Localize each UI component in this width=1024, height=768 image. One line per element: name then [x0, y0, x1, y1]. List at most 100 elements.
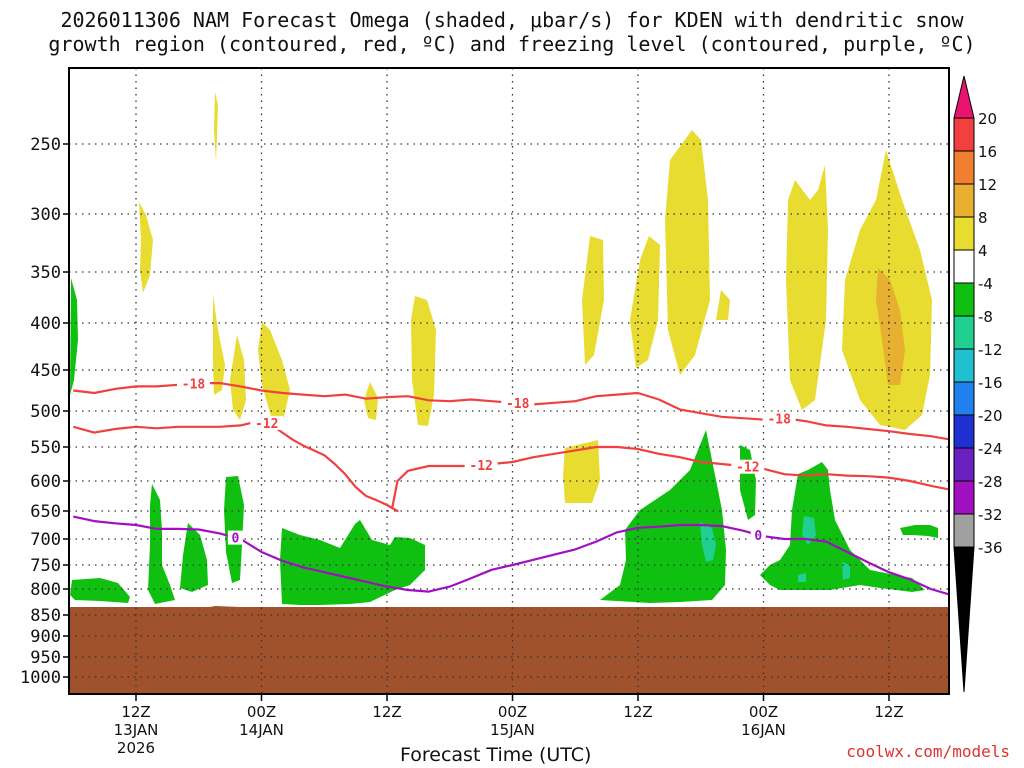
contour-label: 0: [754, 529, 762, 544]
omega-shaded-region: [760, 462, 925, 592]
omega-shaded-region: [230, 335, 246, 420]
x-tick-label: 00Z: [498, 703, 527, 721]
x-tick-label: 12Z: [121, 703, 150, 721]
x-tick-label: 12Z: [372, 703, 401, 721]
colorbar-box: [953, 447, 975, 482]
omega-shaded-region: [258, 322, 290, 425]
colorbar-bottom-triangle: [953, 546, 975, 693]
chart-title-line-2: growth region (contoured, red, ºC) and f…: [48, 32, 976, 56]
colorbar-label: -28: [978, 473, 1003, 491]
contour-label-bg: [464, 458, 498, 473]
contour-label-bg: [177, 376, 211, 391]
colorbar-label: -16: [978, 374, 1003, 392]
colorbar-box: [953, 315, 975, 350]
omega-shaded-region: [900, 525, 938, 538]
contour-label-bg: [250, 415, 284, 430]
contour-label-bg: [731, 459, 765, 474]
omega-shaded-region: [148, 484, 175, 604]
omega-shaded-region: [740, 445, 756, 520]
colorbar-box: [953, 381, 975, 416]
colorbar-label: 20: [978, 110, 997, 128]
omega-shaded-region: [563, 440, 600, 503]
x-tick-label: 15JAN: [490, 721, 535, 739]
y-tick-label: 650: [30, 502, 61, 522]
colorbar-label: -20: [978, 407, 1003, 425]
y-tick-label: 900: [30, 627, 61, 647]
omega-shaded-region: [582, 236, 604, 365]
colorbar-label: -32: [978, 506, 1003, 524]
colorbar-label: 8: [978, 209, 988, 227]
x-tick-label: 14JAN: [239, 721, 284, 739]
colorbar-box: [953, 117, 975, 152]
omega-shaded-region: [716, 290, 730, 320]
colorbar-label: -12: [978, 341, 1003, 359]
contour-label: -18: [182, 378, 206, 393]
contour-label: -12: [469, 459, 492, 474]
omega-shaded-region: [180, 523, 208, 592]
omega-shaded-region: [70, 578, 130, 603]
colorbar-label: -36: [978, 539, 1003, 557]
x-tick-label: 00Z: [247, 703, 276, 721]
omega-shaded-region: [214, 92, 218, 162]
colorbar-label: 16: [978, 143, 997, 161]
omega-shaded-region: [665, 130, 710, 375]
y-tick-label: 500: [30, 402, 61, 422]
y-tick-label: 250: [30, 135, 61, 155]
omega-shaded-region: [700, 522, 716, 562]
y-tick-label: 600: [30, 472, 61, 492]
x-tick-label: 16JAN: [741, 721, 786, 739]
omega-shaded-region: [842, 562, 850, 580]
contour-label: -12: [736, 461, 759, 476]
y-tick-label: 750: [30, 556, 61, 576]
contour-label: -12: [255, 417, 278, 432]
x-tick-label: 13JAN: [114, 721, 159, 739]
omega-shaded-region: [798, 573, 806, 582]
omega-shaded-region: [224, 476, 244, 583]
contour-label: -18: [506, 397, 530, 412]
omega-shaded-region: [139, 202, 153, 293]
y-tick-label: 850: [30, 606, 61, 626]
contour-label-bg: [501, 396, 535, 411]
omega-shaded-region: [70, 278, 78, 395]
omega-shaded-region: [630, 236, 660, 368]
colorbar-label: -4: [978, 275, 993, 293]
colorbar-box: [953, 282, 975, 317]
colorbar-box: [953, 216, 975, 251]
credit-link[interactable]: coolwx.com/models: [846, 742, 1010, 761]
contour-label: -18: [767, 413, 791, 428]
x-tick-label: 2026: [117, 739, 155, 757]
contour-label-bg: [227, 530, 243, 545]
x-tick-label: 12Z: [874, 703, 903, 721]
colorbar-box: [953, 480, 975, 515]
omega-shaded-region: [411, 296, 436, 426]
y-tick-label: 300: [30, 205, 61, 225]
colorbar-box: [953, 414, 975, 449]
chart-title-line-1: 2026011306 NAM Forecast Omega (shaded, μ…: [60, 8, 964, 32]
omega-shaded-region: [876, 268, 905, 385]
omega-shaded-region: [213, 295, 225, 395]
contour-label-bg: [750, 527, 766, 542]
colorbar-box: [953, 348, 975, 383]
terrain-fill: [69, 607, 949, 694]
y-tick-label: 950: [30, 648, 61, 668]
colorbar-label: 4: [978, 242, 988, 260]
contour-label: 0: [231, 532, 239, 547]
colorbar-box: [953, 183, 975, 218]
omega-shaded-region: [786, 165, 828, 410]
colorbar-box: [953, 150, 975, 185]
colorbar-label: 12: [978, 176, 997, 194]
x-tick-label: 12Z: [623, 703, 652, 721]
y-tick-label: 700: [30, 530, 61, 550]
colorbar-label: -24: [978, 440, 1003, 458]
x-axis-title: Forecast Time (UTC): [400, 744, 592, 766]
contour-line: [73, 515, 949, 596]
y-tick-label: 450: [30, 361, 61, 381]
y-tick-label: 550: [30, 438, 61, 458]
x-tick-label: 00Z: [749, 703, 778, 721]
colorbar-box: [953, 249, 975, 284]
y-tick-label: 400: [30, 314, 61, 334]
omega-shaded-region: [364, 382, 378, 420]
colorbar-box: [953, 513, 975, 548]
y-tick-label: 800: [30, 580, 61, 600]
